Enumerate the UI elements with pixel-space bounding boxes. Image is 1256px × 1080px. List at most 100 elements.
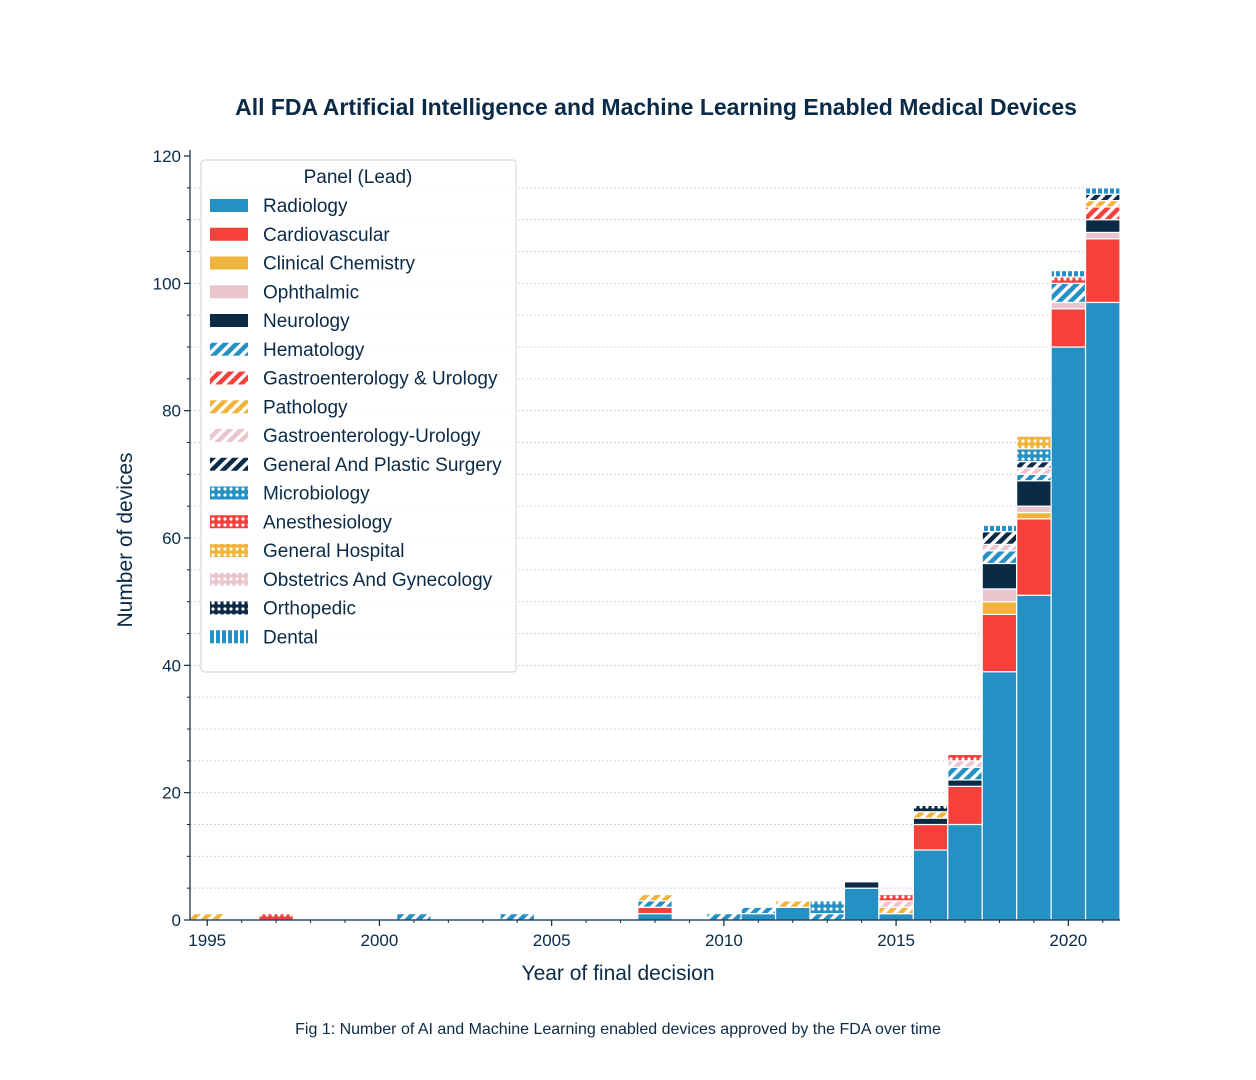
bar-2020-ophthalmic [1050, 301, 1087, 310]
bar-2017-radiology [947, 823, 983, 921]
bar-2016-pathology [912, 811, 949, 819]
bar-2015-pathology [878, 906, 914, 915]
legend-swatch-neurology [210, 314, 248, 327]
bar-2021-pathology [1084, 199, 1121, 208]
legend-label-anesthesiology: Anesthesiology [263, 512, 392, 533]
bar-2017-cardiovascular [947, 785, 983, 826]
bar-2015-gastroenterology-urology [878, 900, 914, 908]
legend-swatch-microbiology [210, 486, 248, 500]
legend-label-general-hospital: General Hospital [263, 541, 405, 562]
bar-2018-gastroenterology-urology [981, 543, 1018, 552]
bars [189, 187, 1121, 921]
bar-2019-radiology [1016, 594, 1052, 921]
bar-2019-hematology [1016, 473, 1052, 482]
legend: Panel (Lead) Radiology Cardiovascular Clini… [200, 159, 517, 673]
legend-swatch-dental [210, 630, 248, 644]
legend-label-dental: Dental [263, 627, 318, 648]
bar-2021-dental [1084, 187, 1121, 195]
bar-2017-hematology [947, 766, 983, 781]
y-tick-label: 40 [162, 656, 181, 675]
bar-2019-general-hospital [1016, 435, 1052, 450]
x-tick-label: 2020 [1049, 931, 1087, 950]
bar-2019-gastroenterology-urology [1016, 467, 1052, 475]
figure-caption: Fig 1: Number of AI and Machine Learning… [295, 1021, 941, 1038]
bar-2020-dental [1050, 270, 1087, 278]
bar-2008-cardiovascular [637, 906, 673, 915]
bar-2019-neurology [1016, 480, 1052, 507]
bar-2013-microbiology [809, 900, 846, 915]
legend-label-microbiology: Microbiology [263, 484, 370, 505]
bar-2019-general-and-plastic-surgery [1016, 461, 1052, 469]
bar-2008-hematology [637, 900, 673, 908]
bar-2015-radiology [878, 913, 914, 921]
legend-swatch-cardiovascular [210, 227, 248, 241]
bar-2018-ophthalmic [981, 588, 1018, 603]
bar-2020-anesthesiology [1050, 276, 1087, 284]
bar-2021-radiology [1084, 301, 1121, 921]
bar-2012-radiology [774, 906, 811, 921]
legend-swatch-obstetrics-and-gynecology [210, 572, 248, 586]
legend-swatch-pathology [210, 400, 248, 414]
legend-swatch-clinical-chemistry [210, 256, 248, 270]
bar-2021-ophthalmic [1084, 231, 1121, 240]
bar-2018-neurology [981, 562, 1018, 590]
x-tick-label: 2015 [877, 931, 915, 950]
bar-2011-radiology [740, 913, 777, 921]
legend-swatch-general-and-plastic-surgery [210, 457, 248, 471]
y-tick-label: 20 [162, 784, 181, 803]
bar-2020-hematology [1050, 282, 1087, 304]
legend-swatch-ophthalmic [210, 285, 248, 299]
legend-title: Panel (Lead) [304, 167, 413, 188]
bar-2021-cardiovascular [1084, 238, 1121, 304]
legend-swatch-radiology [210, 199, 248, 212]
bar-2016-orthopedic [912, 804, 949, 813]
bar-2018-radiology [981, 671, 1018, 921]
x-tick-label: 2005 [533, 931, 571, 950]
legend-label-general-and-plastic-surgery: General And Plastic Surgery [263, 455, 502, 476]
grid [190, 187, 1120, 889]
axes: 0 20 40 60 80 100 120 1995 2000 2005 2010 2015 2020 [153, 147, 1120, 950]
bar-2017-gastroenterology-urology [947, 760, 983, 768]
legend-swatch-general-hospital [210, 544, 248, 557]
bar-2016-neurology [912, 817, 949, 826]
y-tick-label: 0 [172, 911, 181, 930]
legend-label-hematology: Hematology [263, 340, 365, 361]
bar-2019-microbiology [1016, 448, 1052, 463]
legend-swatch-hematology [210, 342, 248, 356]
bar-2016-radiology [912, 849, 949, 921]
bar-2016-cardiovascular [912, 823, 949, 851]
bar-2018-hematology [981, 550, 1018, 565]
bar-2018-dental [981, 524, 1018, 533]
bar-2021-general-and-plastic-surgery [1084, 193, 1121, 202]
bar-2021-neurology [1084, 219, 1121, 234]
x-tick-label: 2000 [361, 931, 399, 950]
legend-label-gastroenterology-urology: Gastroenterology-Urology [263, 426, 481, 447]
legend-label-radiology: Radiology [263, 196, 348, 217]
legend-swatch-gastroenterology-urology [210, 429, 248, 442]
legend-swatch-gastroenterology-and-urology [210, 371, 248, 385]
bar-2008-radiology [637, 913, 673, 921]
bar-2004-hematology [499, 913, 536, 921]
legend-swatch-orthopedic [210, 601, 248, 615]
legend-label-pathology: Pathology [263, 397, 348, 418]
bar-2001-hematology [396, 913, 432, 921]
bar-2018-general-and-plastic-surgery [981, 531, 1018, 545]
legend-label-neurology: Neurology [263, 311, 350, 332]
y-tick-label: 80 [162, 402, 181, 421]
legend-label-obstetrics-and-gynecology: Obstetrics And Gynecology [263, 570, 493, 591]
bar-2020-radiology [1050, 346, 1087, 921]
bar-2010-hematology [706, 913, 742, 921]
bar-2018-cardiovascular [981, 613, 1018, 673]
x-axis-label: Year of final decision [521, 962, 714, 985]
legend-swatch-anesthesiology [210, 515, 248, 529]
bar-2021-gastroenterology-and-urology [1084, 206, 1121, 221]
y-tick-label: 100 [153, 274, 181, 293]
bar-2019-clinical-chemistry [1016, 511, 1052, 520]
bar-1995-pathology [189, 913, 226, 921]
bar-2008-pathology [637, 893, 673, 902]
bar-2014-radiology [843, 887, 880, 921]
legend-label-ophthalmic: Ophthalmic [263, 282, 359, 303]
bar-2017-neurology [947, 779, 983, 787]
bar-2018-clinical-chemistry [981, 601, 1018, 616]
bar-2011-hematology [740, 906, 777, 915]
